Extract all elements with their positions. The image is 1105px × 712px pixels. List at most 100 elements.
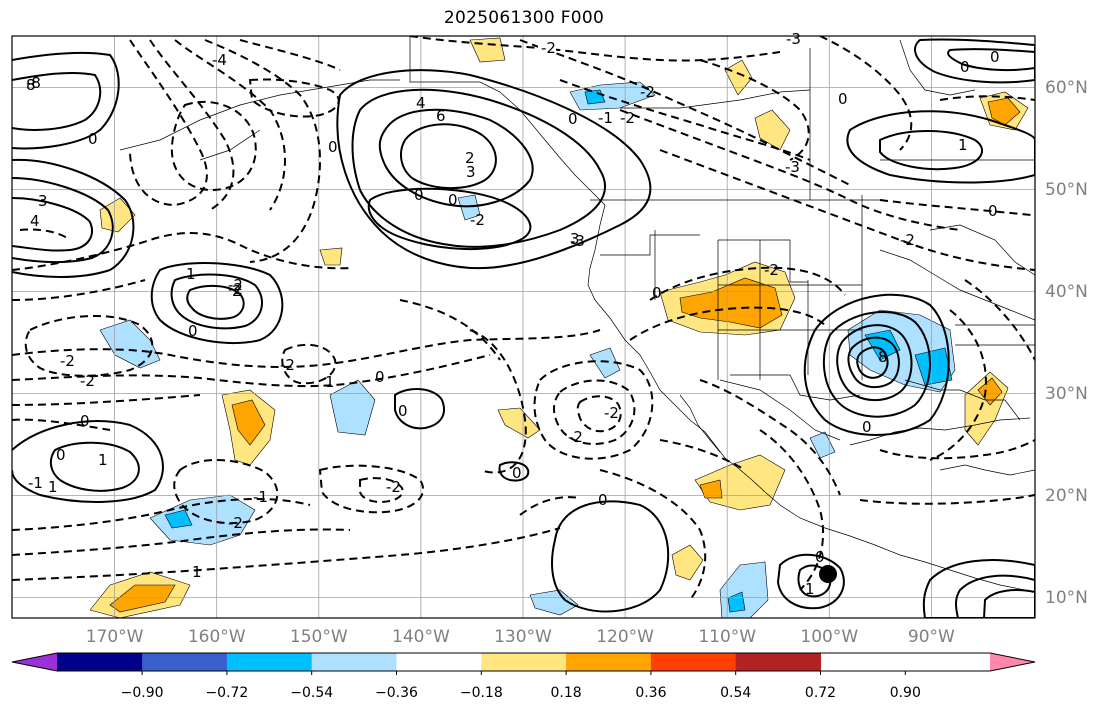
shade-negative xyxy=(809,431,836,459)
contour-label: 0 xyxy=(598,491,608,509)
contour-label: -2 xyxy=(568,428,583,446)
colorbar-segment xyxy=(142,653,228,671)
contour-label: -4 xyxy=(212,51,227,69)
contour-label: 2 xyxy=(232,282,242,300)
shade-negative xyxy=(914,347,953,386)
colorbar-tick-label: 0.18 xyxy=(551,685,582,701)
map-grid xyxy=(12,36,1035,618)
shade-positive xyxy=(319,247,343,266)
contour-label: -8 xyxy=(26,74,41,92)
shade-positive xyxy=(671,544,704,581)
longitude-label: 140°W xyxy=(392,627,450,647)
contour-label: 1 xyxy=(98,451,108,469)
contour-label: -2 xyxy=(900,231,915,249)
colorbar-segment xyxy=(396,653,482,671)
positive-contours xyxy=(12,38,1035,618)
colorbar-tick-label: −0.90 xyxy=(121,685,164,701)
colorbar-outline xyxy=(11,652,1036,672)
colorbar-tick-labels: −0.90 −0.72 −0.54 −0.36 −0.18 0.18 0.36 … xyxy=(121,685,921,701)
latitude-label: 10°N xyxy=(1045,588,1088,608)
colorbar-segment xyxy=(481,653,567,671)
contour-label: -2 xyxy=(640,83,655,101)
latitude-label: 30°N xyxy=(1045,384,1088,404)
contour-label: -1 xyxy=(253,488,268,506)
contour-label: 0 xyxy=(990,48,1000,66)
contour-label: 0 xyxy=(448,191,458,209)
contour-label: 0 xyxy=(838,90,848,108)
shade-positive xyxy=(724,59,753,96)
contour-label: -2 xyxy=(80,372,95,390)
contour-label: 1 xyxy=(48,478,58,496)
contour-label: -3 xyxy=(570,232,585,250)
contour-label: -3 xyxy=(785,158,800,176)
contour-label: 0 xyxy=(414,186,424,204)
colorbar: −0.90 −0.72 −0.54 −0.36 −0.18 0.18 0.36 … xyxy=(11,652,1036,701)
contour-label: -2 xyxy=(541,39,556,57)
shade-positive xyxy=(99,197,136,233)
shade-positive xyxy=(109,584,176,613)
contour-label: -2 xyxy=(228,280,243,298)
contour-label: -2 xyxy=(620,109,635,127)
colorbar-segment xyxy=(650,653,737,671)
contour-label: 8 xyxy=(26,76,36,94)
colorbar-ticks xyxy=(141,671,906,675)
contour-label: 0 xyxy=(188,322,198,340)
contour-label: -2 xyxy=(60,352,75,370)
contour-label: 0 xyxy=(56,446,66,464)
contour-label: 0 xyxy=(88,130,98,148)
contour-label: 1 xyxy=(186,265,196,283)
longitude-label: 160°W xyxy=(188,627,246,647)
location-marker xyxy=(819,565,837,583)
contour-label: 1 xyxy=(958,136,968,154)
contour-label: -2 xyxy=(280,356,295,374)
shade-negative xyxy=(589,347,621,379)
map-title: 2025061300 F000 xyxy=(443,8,605,28)
contour-label: 3 xyxy=(38,192,48,210)
shade-positive xyxy=(987,97,1021,126)
shade-positive xyxy=(754,109,791,151)
contour-label: 0 xyxy=(652,284,662,302)
colorbar-tick-label: −0.72 xyxy=(205,685,248,701)
shade-negative xyxy=(457,194,481,221)
longitude-label: 110°W xyxy=(698,627,756,647)
contour-label: -2 xyxy=(604,404,619,422)
longitude-labels: 170°W 160°W 150°W 140°W 130°W 120°W 110°… xyxy=(86,627,955,647)
contour-label: 0 xyxy=(862,418,872,436)
contour-label: 0 xyxy=(80,412,90,430)
longitude-label: 100°W xyxy=(800,627,858,647)
colorbar-lower-extension xyxy=(12,653,57,671)
map-frame xyxy=(11,35,1036,619)
shade-positive xyxy=(231,399,266,446)
contour-label: 1 xyxy=(192,563,202,581)
latitude-label: 40°N xyxy=(1045,282,1088,302)
contour-label: -2 xyxy=(764,261,779,279)
shade-positive xyxy=(699,479,723,499)
contour-label-group: -2 -4 -8 -3 -1 -2 -2 -2 -1 -2 -2 -2 -3 -… xyxy=(26,30,1000,598)
contour-label: -1 xyxy=(28,474,43,492)
colorbar-segment xyxy=(226,653,313,671)
latitude-labels: 60°N 50°N 40°N 30°N 20°N 10°N xyxy=(1045,78,1088,608)
contour-label: 0 xyxy=(398,402,408,420)
longitude-label: 130°W xyxy=(494,627,552,647)
latitude-label: 60°N xyxy=(1045,78,1088,98)
longitude-label: 90°W xyxy=(908,627,955,647)
contour-label: -2 xyxy=(228,276,243,294)
contour-label: 0 xyxy=(512,464,522,482)
longitude-label: 150°W xyxy=(290,627,348,647)
colorbar-tick-label: −0.54 xyxy=(290,685,333,701)
colorbar-tick-label: 0.72 xyxy=(805,685,836,701)
contour-label: -2 xyxy=(386,478,401,496)
contour-label: -2 xyxy=(228,514,243,532)
contour-label: 2 xyxy=(465,149,475,167)
contour-label: 0 xyxy=(568,110,578,128)
colorbar-tick-label: 0.36 xyxy=(635,685,666,701)
contour-label: 0 xyxy=(960,58,970,76)
colorbar-upper-extension xyxy=(990,653,1035,671)
colorbar-tick-label: 0.54 xyxy=(720,685,751,701)
contour-label: 0 xyxy=(375,368,385,386)
shade-negative xyxy=(529,589,579,616)
contour-label: 4 xyxy=(30,212,40,230)
shade-negative xyxy=(727,591,746,613)
negative-contours xyxy=(12,36,1035,601)
